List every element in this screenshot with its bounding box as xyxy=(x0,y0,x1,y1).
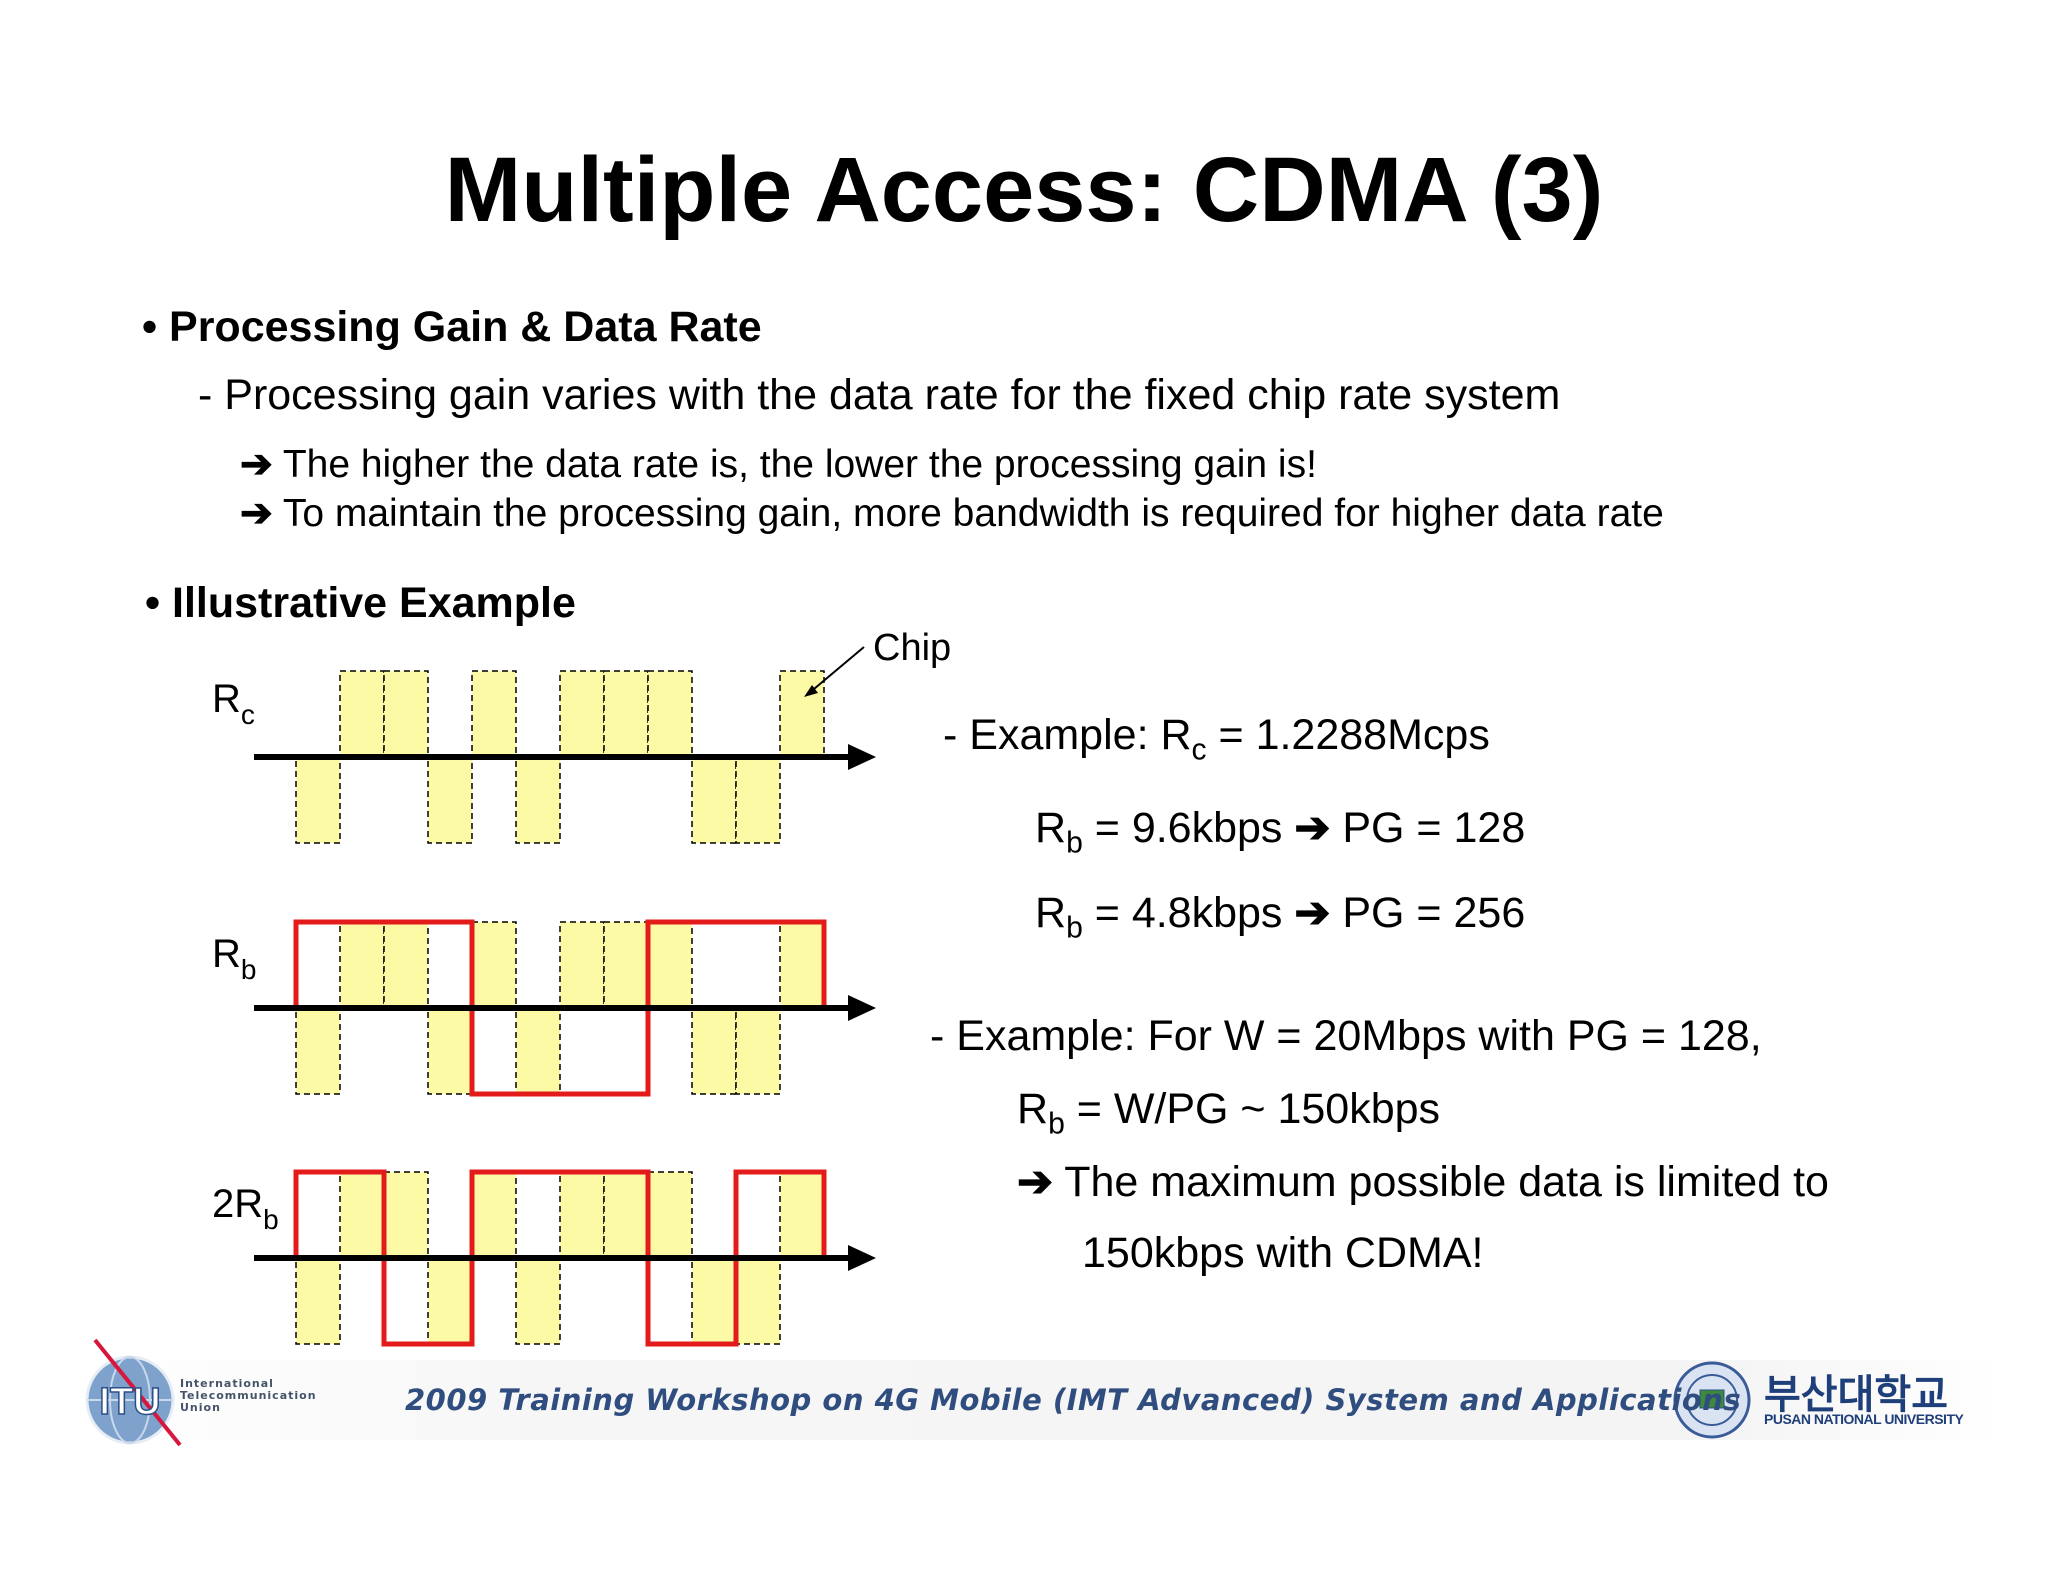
pnu-english-name: PUSAN NATIONAL UNIVERSITY xyxy=(1764,1411,1964,1427)
section1-heading: Processing Gain & Data Rate xyxy=(169,303,762,351)
chip-mark xyxy=(647,1171,693,1259)
section1-sub: - Processing gain varies with the data r… xyxy=(198,371,1561,419)
itu-name: International Telecommunication Union xyxy=(180,1378,317,1414)
row-label: Rb xyxy=(212,932,256,985)
right-arrow-icon: ➔ xyxy=(240,443,273,486)
chip-mark xyxy=(779,921,825,1009)
data-signal-line xyxy=(293,1169,827,1347)
chip-mark xyxy=(471,1171,517,1259)
axis-arrowhead xyxy=(848,995,876,1021)
conclusion-line-1: The maximum possible data is limited to xyxy=(1053,1158,1829,1206)
chip-mark xyxy=(559,670,605,758)
chip-mark xyxy=(559,921,605,1009)
chip-mark xyxy=(427,756,473,844)
chip-mark xyxy=(735,1257,781,1345)
rb1-label: R xyxy=(1035,804,1067,852)
axis-arrowhead xyxy=(848,744,876,770)
rb1-value: = 9.6kbps xyxy=(1082,804,1295,852)
rb-example-1: Rb = 9.6kbps ➔ PG = 128 xyxy=(1035,803,1526,858)
point-2-text: To maintain the processing gain, more ba… xyxy=(282,492,1664,535)
bullet-processing-gain: • Processing Gain & Data Rate xyxy=(142,302,762,352)
ex2-rb-label: R xyxy=(1017,1085,1049,1133)
chip-mark xyxy=(735,756,781,844)
svg-text:ITU: ITU xyxy=(99,1381,160,1423)
chip-pointer-arrowhead xyxy=(804,685,818,697)
right-arrow-icon: ➔ xyxy=(1017,1158,1054,1206)
chip-mark xyxy=(383,1171,429,1259)
chip-mark xyxy=(603,921,649,1009)
example-1-sub: c xyxy=(1191,733,1207,767)
chip-mark xyxy=(515,1007,561,1095)
chip-mark xyxy=(691,756,737,844)
point-2: ➔ To maintain the processing gain, more … xyxy=(240,491,1664,537)
rb1-sub: b xyxy=(1066,826,1083,860)
example-2-conclusion-2: 150kbps with CDMA! xyxy=(1082,1229,1484,1277)
chip-mark xyxy=(383,670,429,758)
ex2-rb-sub: b xyxy=(1048,1107,1065,1141)
rb-example-2: Rb = 4.8kbps ➔ PG = 256 xyxy=(1035,888,1526,943)
example-1-value: = 1.2288Mcps xyxy=(1206,711,1490,759)
chip-mark xyxy=(559,1171,605,1259)
example-2-conclusion: ➔ The maximum possible data is limited t… xyxy=(1017,1157,1829,1207)
chip-mark xyxy=(735,1007,781,1095)
chip-pointer-line xyxy=(807,646,865,695)
chip-mark xyxy=(603,1171,649,1259)
data-signal-line xyxy=(293,919,827,1097)
chip-mark xyxy=(295,1007,341,1095)
chip-mark xyxy=(427,1007,473,1095)
chip-mark xyxy=(647,670,693,758)
chip-mark xyxy=(515,1257,561,1345)
right-arrow-icon: ➔ xyxy=(1294,889,1331,937)
chip-mark xyxy=(515,756,561,844)
chip-mark xyxy=(339,670,385,758)
bullet-dot: • xyxy=(142,303,170,351)
bullet-illustrative: • Illustrative Example xyxy=(145,578,576,628)
chip-mark xyxy=(691,1007,737,1095)
itu-name-line-3: Union xyxy=(180,1401,221,1414)
itu-name-line-1: International xyxy=(180,1377,274,1390)
chip-mark xyxy=(339,921,385,1009)
chip-mark xyxy=(603,670,649,758)
chip-mark xyxy=(471,921,517,1009)
point-1-text: The higher the data rate is, the lower t… xyxy=(282,443,1317,486)
pnu-korean-name: 부산대학교 xyxy=(1764,1372,1948,1418)
chip-label: Chip xyxy=(873,627,951,669)
chip-mark xyxy=(779,670,825,758)
row-label: 2Rb xyxy=(212,1182,279,1235)
rb2-value: = 4.8kbps xyxy=(1082,889,1295,937)
right-arrow-icon: ➔ xyxy=(1294,804,1331,852)
section2-heading: Illustrative Example xyxy=(172,579,576,627)
right-arrow-icon: ➔ xyxy=(240,492,273,535)
point-1: ➔ The higher the data rate is, the lower… xyxy=(240,442,1317,488)
itu-name-line-2: Telecommunication xyxy=(180,1389,317,1402)
row-label: Rc xyxy=(212,677,255,730)
chip-mark xyxy=(647,921,693,1009)
itu-logo-icon: ITU xyxy=(85,1338,182,1447)
rb2-result: PG = 256 xyxy=(1330,889,1526,937)
example-2-rb: Rb = W/PG ~ 150kbps xyxy=(1017,1084,1441,1139)
example-1-prefix: - Example: R xyxy=(943,711,1192,759)
rb1-result: PG = 128 xyxy=(1330,804,1526,852)
footer: ITU xyxy=(0,1330,2048,1460)
chip-mark xyxy=(471,670,517,758)
chip-mark xyxy=(383,921,429,1009)
rb2-sub: b xyxy=(1066,911,1083,945)
rb2-label: R xyxy=(1035,889,1067,937)
ex2-rb-value: = W/PG ~ 150kbps xyxy=(1064,1085,1441,1133)
example-1: - Example: Rc = 1.2288Mcps xyxy=(943,710,1490,765)
axis-arrowhead xyxy=(848,1245,876,1271)
footer-graphics: ITU xyxy=(80,1338,2000,1447)
bullet-dot: • xyxy=(145,579,173,627)
chip-mark xyxy=(339,1171,385,1259)
slide-title: Multiple Access: CDMA (3) xyxy=(444,139,1604,241)
chip-mark xyxy=(779,1171,825,1259)
workshop-title: 2009 Training Workshop on 4G Mobile (IMT… xyxy=(405,1383,1742,1417)
example-2-line-1: - Example: For W = 20Mbps with PG = 128, xyxy=(930,1012,1762,1060)
chip-mark xyxy=(295,756,341,844)
pnu-emblem-icon xyxy=(1673,1361,1751,1439)
